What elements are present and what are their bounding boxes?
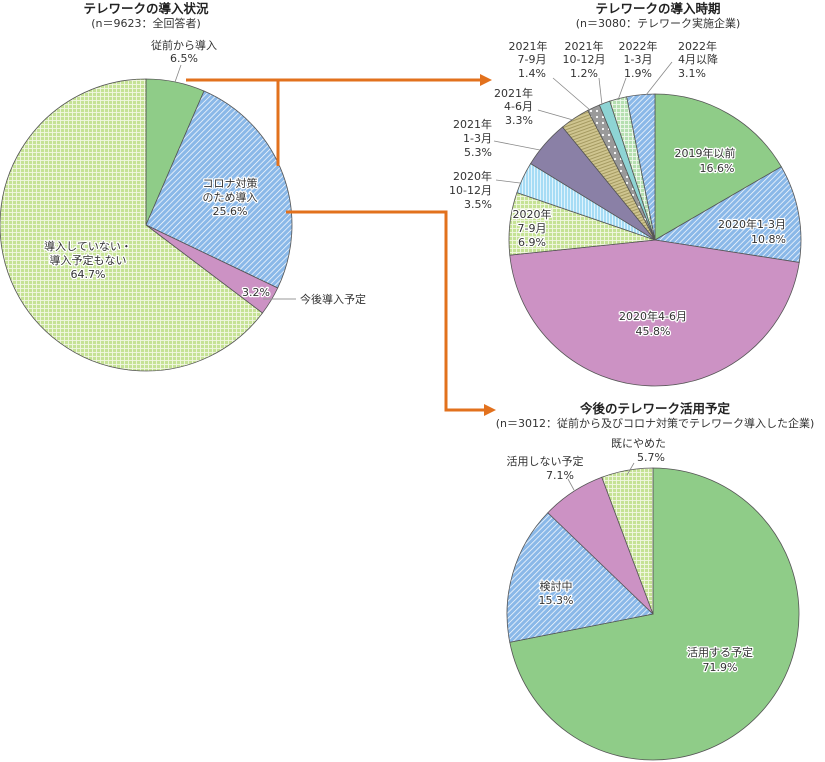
chart-2-label-s1-name: 2019年以前	[675, 146, 736, 160]
chart-1-pie: テレワークの導入状況 (n＝9623：全回答者) 従前から導入 6.5% コロナ…	[0, 1, 366, 372]
chart-1-label-s4-name2: 導入予定もない	[50, 253, 127, 267]
arrow-to-chart-3	[286, 210, 486, 412]
chart-3-title: 今後のテレワーク活用予定	[579, 401, 731, 416]
chart-1-title: テレワークの導入状況	[83, 1, 209, 16]
chart-2-label-s7-year: 2021年	[494, 86, 533, 100]
chart-2-label-s8-period: 7-9月	[518, 53, 547, 66]
chart-2-label-s11-period: 4月以降	[678, 52, 718, 66]
chart-2-label-s8-pct: 1.4%	[518, 67, 546, 80]
chart-2-label-s4-pct: 6.9%	[518, 236, 546, 249]
chart-2-label-s5-period: 10-12月	[449, 184, 492, 197]
chart-2-label-s3-pct: 45.8%	[636, 325, 671, 338]
chart-2-label-s4-period: 7-9月	[518, 222, 547, 235]
chart-2-label-s10-year: 2022年	[619, 39, 658, 53]
chart-2-label-s7-pct: 3.3%	[505, 114, 533, 127]
arrowhead-icon	[480, 74, 492, 86]
pie-slice	[506, 512, 654, 643]
chart-1-slices	[0, 78, 293, 372]
chart-2-label-s2-name: 2020年1-3月	[718, 217, 786, 231]
chart-2-slices	[508, 93, 802, 387]
chart-1-label-s1-name: 従前から導入	[151, 38, 217, 52]
chart-1-label-s2-pct: 25.6%	[213, 205, 248, 218]
flow-arrows	[186, 74, 496, 416]
chart-2-label-s5-year: 2020年	[453, 169, 492, 183]
chart-2-label-s10-pct: 1.9%	[624, 67, 652, 80]
chart-3-label-s2-pct: 15.3%	[539, 594, 574, 607]
chart-1-label-s3-pct: 3.2%	[242, 286, 270, 299]
chart-3-label-s3-name: 活用しない予定	[507, 454, 584, 468]
chart-3-label-s2-name: 検討中	[540, 579, 573, 593]
chart-2-label-s5-pct: 3.5%	[464, 198, 492, 211]
chart-2-label-s9-year: 2021年	[565, 39, 604, 53]
chart-2-label-s11-year: 2022年	[678, 39, 717, 53]
chart-2-subtitle: (n＝3080：テレワーク実施企業)	[576, 16, 741, 30]
chart-1-label-s2-name1: コロナ対策	[203, 176, 258, 190]
pie-slice	[601, 467, 654, 615]
chart-2-label-s6-period: 1-3月	[463, 132, 492, 145]
chart-1-label-s2-name2: のため導入	[203, 190, 258, 204]
chart-3-label-s4-name: 既にやめた	[611, 437, 666, 450]
pie-slice	[654, 93, 782, 241]
chart-2-label-s1-pct: 16.6%	[700, 162, 735, 175]
chart-3-pie: 今後のテレワーク活用予定 (n＝3012：従前から及びコロナ対策でテレワーク導入…	[496, 401, 815, 761]
chart-2-label-s4-year: 2020年	[513, 207, 552, 221]
pie-slice	[626, 93, 656, 241]
chart-3-slices	[506, 467, 800, 761]
chart-1-label-s4-pct: 64.7%	[71, 268, 106, 281]
chart-2-label-s7-period: 4-6月	[504, 100, 533, 113]
chart-3-label-s4-pct: 5.7%	[637, 451, 665, 464]
chart-3-label-s1-name: 活用する予定	[687, 645, 753, 659]
chart-2-label-s6-pct: 5.3%	[464, 146, 492, 159]
arrowhead-icon	[484, 404, 496, 416]
pie-slice	[509, 467, 800, 761]
chart-3-label-s3-pct: 7.1%	[546, 469, 574, 482]
chart-2-title: テレワークの導入時期	[595, 1, 720, 16]
chart-2-pie: テレワークの導入時期 (n＝3080：テレワーク実施企業) 2021年 7-9月…	[449, 1, 802, 387]
chart-2-label-s2-pct: 10.8%	[751, 233, 786, 246]
chart-1-subtitle: (n＝9623：全回答者)	[91, 16, 201, 30]
chart-2-label-s9-pct: 1.2%	[570, 67, 598, 80]
chart-2-label-s6-year: 2021年	[453, 117, 492, 131]
chart-2-label-s10-period: 1-3月	[624, 53, 653, 66]
chart-2-label-s11-pct: 3.1%	[678, 67, 706, 80]
chart-1-label-s3-name: 今後導入予定	[300, 292, 366, 306]
pie-slice	[145, 90, 293, 289]
chart-2-label-s8-year: 2021年	[509, 39, 548, 53]
pie-slice	[0, 78, 264, 372]
pie-slice	[509, 239, 800, 387]
chart-3-label-s1-pct: 71.9%	[703, 661, 738, 674]
chart-3-subtitle: (n＝3012：従前から及びコロナ対策でテレワーク導入した企業)	[496, 416, 815, 430]
pie-slice	[653, 166, 802, 263]
chart-1-label-s4-name1: 導入していない・	[44, 239, 132, 253]
chart-2-label-s9-period: 10-12月	[563, 53, 606, 66]
chart-2-label-s3-name: 2020年4-6月	[619, 309, 687, 323]
chart-1-label-s1-pct: 6.5%	[170, 52, 198, 65]
